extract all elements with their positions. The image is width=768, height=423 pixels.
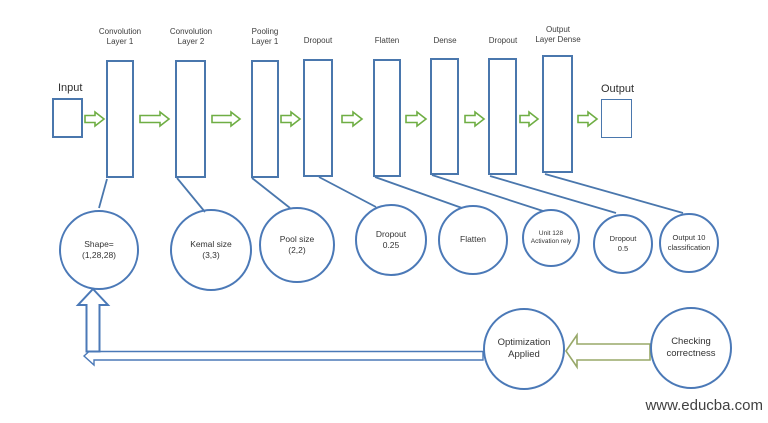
layer-label-convolution-1: Convolution Layer 1	[98, 27, 142, 46]
layer-rect-dropout-1	[303, 59, 333, 177]
layer-label-dropout-1: Dropout	[303, 36, 333, 45]
connector-line-conv2-kernel	[176, 177, 206, 213]
flow-arrow-icon-4	[280, 110, 302, 128]
param-circle-dropout-05: Dropout 0.5	[593, 214, 653, 274]
input-box	[52, 98, 83, 138]
layer-rect-dropout-2	[488, 58, 517, 175]
flow-arrow-icon-9	[577, 110, 599, 128]
layer-label-convolution-2: Convolution Layer 2	[169, 27, 213, 46]
flow-arrow-icon-2	[139, 110, 171, 128]
watermark: www.educba.com	[645, 397, 763, 414]
layer-rect-convolution-1	[106, 60, 134, 178]
layer-label-dense: Dense	[433, 36, 457, 45]
feedback-circle-optimization: Optimization Applied	[483, 308, 565, 390]
layer-rect-flatten	[373, 59, 401, 177]
flow-arrow-icon-3	[211, 110, 242, 128]
connector-line-conv1-shape	[98, 178, 108, 209]
param-circle-shape: Shape= (1,28,28)	[59, 210, 139, 290]
flow-arrow-icon-6	[405, 110, 428, 128]
output-label: Output	[601, 83, 635, 95]
param-circle-units-128: Unit 128 Activation rely	[522, 209, 580, 267]
flow-arrow-icon-8	[519, 110, 540, 128]
layer-rect-dense	[430, 58, 459, 175]
layer-label-flatten: Flatten	[374, 36, 400, 45]
flow-arrow-icon-7	[464, 110, 486, 128]
loop-arrow-horizontal-icon	[82, 345, 484, 367]
layer-rect-pooling-1	[251, 60, 279, 178]
feedback-circle-checking: Checking correctness	[650, 307, 732, 389]
layer-label-output-dense: Output Layer Dense	[535, 25, 581, 44]
layer-rect-output-dense	[542, 55, 573, 173]
input-label: Input	[58, 82, 83, 94]
connector-line-dropout1-rate	[318, 176, 377, 208]
connector-line-dropout2-rate	[489, 175, 617, 214]
layer-label-dropout-2: Dropout	[488, 36, 518, 45]
param-circle-dropout-025: Dropout 0.25	[355, 204, 427, 276]
loop-arrow-up-icon	[75, 287, 111, 353]
connector-line-dense-units	[431, 174, 544, 212]
flow-arrow-icon-5	[341, 110, 364, 128]
param-circle-kernel-size: Kemal size (3,3)	[170, 209, 252, 291]
param-circle-flatten: Flatten	[438, 205, 508, 275]
connector-line-outputdense-classes	[544, 173, 684, 214]
layer-label-pooling-1: Pooling Layer 1	[251, 27, 279, 46]
param-circle-output-10: Output 10 classification	[659, 213, 719, 273]
connector-line-pooling-poolsize	[251, 177, 291, 209]
flow-arrow-icon-1	[84, 110, 106, 128]
param-circle-pool-size: Pool size (2,2)	[259, 207, 335, 283]
feedback-arrow-icon	[565, 332, 651, 370]
connector-line-flatten	[374, 176, 463, 209]
output-box	[601, 99, 632, 138]
layer-rect-convolution-2	[175, 60, 206, 178]
